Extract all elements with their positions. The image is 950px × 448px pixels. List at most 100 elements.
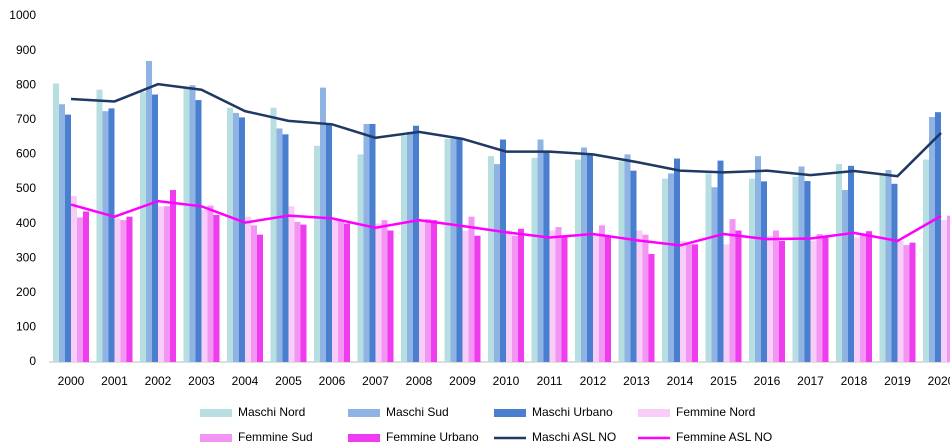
y-tick-label: 600 — [16, 147, 36, 161]
line — [70, 82, 942, 178]
x-tick-label: 2014 — [667, 374, 694, 388]
bar — [866, 231, 872, 362]
bar — [848, 165, 854, 362]
bar — [842, 190, 848, 362]
x-tick-label: 2015 — [710, 374, 737, 388]
bar — [929, 117, 935, 362]
legend-swatch — [348, 434, 380, 442]
bar — [630, 170, 637, 362]
x-tick-label: 2008 — [406, 374, 433, 388]
x-tick-label: 2007 — [362, 374, 389, 388]
bar — [506, 230, 512, 362]
bar — [270, 107, 277, 362]
bar — [419, 220, 425, 362]
bar — [798, 166, 805, 362]
x-tick-label: 2004 — [232, 374, 259, 388]
bar — [705, 173, 712, 362]
bar — [474, 235, 481, 362]
bar — [723, 244, 730, 362]
bar — [935, 112, 941, 362]
bar — [822, 237, 829, 362]
bar — [561, 235, 568, 362]
bar — [648, 254, 655, 362]
legend-swatch — [494, 409, 526, 417]
x-tick-label: 2006 — [319, 374, 346, 388]
bar — [897, 240, 904, 362]
bar — [375, 223, 382, 362]
x-tick-label: 2020 — [928, 374, 950, 388]
bar — [717, 160, 724, 362]
bar — [77, 217, 83, 362]
bar — [755, 156, 761, 362]
bar — [431, 220, 437, 362]
bar — [233, 112, 239, 362]
legend-label: Femmine ASL NO — [676, 430, 772, 444]
bar — [605, 235, 611, 362]
bar — [120, 220, 127, 362]
bar — [114, 218, 121, 362]
bar — [357, 154, 364, 362]
bar — [320, 87, 326, 362]
bar — [152, 94, 158, 363]
bar — [686, 244, 692, 362]
bar — [344, 223, 350, 362]
x-tick-label: 2000 — [58, 374, 85, 388]
bar — [680, 240, 686, 362]
bar — [941, 220, 947, 362]
x-tick-label: 2013 — [623, 374, 650, 388]
bar — [227, 107, 233, 362]
bar — [662, 178, 668, 362]
bar — [425, 219, 431, 362]
bar — [108, 108, 115, 362]
bar — [207, 205, 214, 362]
bar — [65, 114, 71, 362]
x-tick-label: 2011 — [537, 374, 563, 388]
x-tick-label: 2005 — [275, 374, 302, 388]
bar — [407, 131, 413, 362]
bar — [836, 164, 842, 362]
legend-swatch — [200, 409, 232, 417]
bar — [83, 211, 89, 362]
bar — [276, 128, 283, 362]
bar — [326, 123, 332, 363]
bar — [401, 135, 407, 362]
bar — [909, 242, 916, 362]
bar — [213, 214, 220, 362]
bar — [879, 175, 886, 362]
bar — [642, 234, 649, 362]
bar — [810, 240, 817, 362]
bar — [668, 173, 674, 362]
bar — [468, 216, 475, 362]
y-tick-label: 300 — [16, 250, 36, 264]
bar — [549, 230, 556, 362]
x-tick-label: 2001 — [101, 374, 128, 388]
bar — [140, 92, 146, 363]
bar — [332, 220, 338, 362]
bar — [369, 123, 376, 363]
bar — [450, 138, 457, 362]
bar — [146, 60, 152, 362]
legend-label: Femmine Nord — [676, 405, 755, 419]
x-tick-label: 2003 — [188, 374, 215, 388]
x-tick-label: 2010 — [493, 374, 520, 388]
bar — [288, 206, 295, 362]
bar — [294, 221, 301, 362]
bar — [387, 230, 394, 362]
bar — [251, 225, 257, 362]
bar — [735, 230, 742, 362]
bar — [555, 227, 562, 362]
legend-swatch — [638, 409, 670, 417]
bar — [462, 230, 469, 362]
y-tick-label: 200 — [16, 285, 36, 299]
bar — [860, 233, 866, 362]
bar — [239, 117, 245, 363]
y-tick-label: 0 — [29, 354, 36, 368]
legend-label: Maschi ASL NO — [532, 430, 616, 444]
bar — [593, 233, 599, 362]
legend-label: Maschi Nord — [238, 405, 305, 419]
bar — [381, 220, 388, 362]
x-tick-label: 2018 — [841, 374, 868, 388]
bar — [674, 158, 680, 362]
bar — [282, 134, 289, 362]
